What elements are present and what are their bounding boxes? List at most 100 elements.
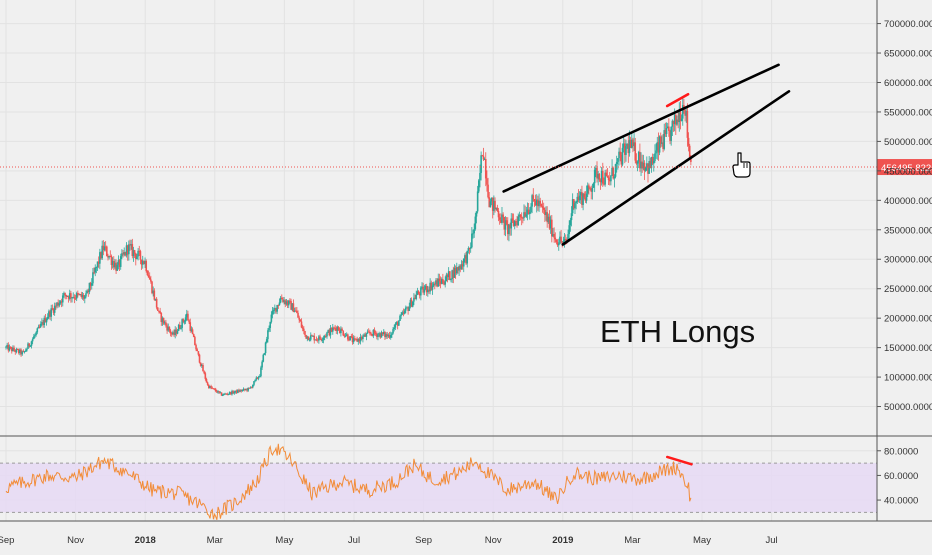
candle-body bbox=[115, 262, 117, 271]
candle-body bbox=[176, 330, 179, 334]
candle-body bbox=[579, 192, 582, 196]
candle-body bbox=[95, 267, 98, 269]
candle-body bbox=[177, 324, 180, 331]
candle-body bbox=[241, 389, 244, 392]
candle-body bbox=[408, 306, 411, 311]
candle-body bbox=[124, 252, 127, 256]
candle-body bbox=[392, 329, 394, 334]
candle-body bbox=[615, 161, 618, 165]
candle-body bbox=[644, 167, 647, 171]
candle-body bbox=[422, 286, 424, 293]
candle-body bbox=[519, 214, 522, 218]
candle-body bbox=[204, 373, 207, 379]
candle-body bbox=[325, 335, 327, 337]
candle-body bbox=[137, 250, 139, 257]
candle-body bbox=[348, 339, 350, 341]
candle-body bbox=[613, 176, 616, 179]
time-tick-label: May bbox=[693, 535, 711, 546]
candle-body bbox=[453, 267, 456, 278]
candle-body bbox=[328, 330, 331, 336]
candle-body bbox=[46, 316, 49, 320]
candle-body bbox=[161, 317, 164, 323]
candle-body bbox=[544, 209, 546, 215]
candle-body bbox=[384, 332, 386, 338]
candle-body bbox=[414, 297, 416, 300]
candle-body bbox=[381, 332, 384, 335]
candle-body bbox=[94, 267, 97, 273]
candle-body bbox=[36, 328, 39, 333]
candle-body bbox=[677, 119, 679, 123]
time-tick-label: Nov bbox=[485, 535, 502, 546]
candle-body bbox=[116, 264, 119, 271]
candle-body bbox=[338, 330, 341, 334]
candle-body bbox=[500, 219, 502, 223]
candle-body bbox=[205, 378, 208, 383]
candle-body bbox=[309, 335, 312, 340]
candle-body bbox=[298, 317, 300, 320]
candle-body bbox=[88, 282, 91, 293]
candle-body bbox=[327, 330, 329, 333]
candle-body bbox=[58, 303, 61, 306]
candle-body bbox=[128, 244, 130, 255]
candle-body bbox=[585, 193, 588, 201]
candle-body bbox=[80, 294, 83, 297]
candle-body bbox=[546, 212, 548, 223]
candle-body bbox=[182, 319, 185, 322]
candle-body bbox=[657, 142, 660, 153]
time-tick-label: Nov bbox=[67, 535, 84, 546]
candle-body bbox=[274, 307, 276, 310]
candle-body bbox=[181, 319, 183, 328]
candle-body bbox=[557, 243, 560, 246]
candle-body bbox=[139, 251, 142, 260]
candle-body bbox=[457, 267, 459, 271]
candle-body bbox=[364, 334, 367, 337]
candle-body bbox=[450, 279, 452, 281]
candle-body bbox=[9, 346, 12, 348]
candle-body bbox=[447, 271, 450, 278]
candle-body bbox=[433, 283, 436, 285]
candle-body bbox=[223, 393, 225, 395]
candle-body bbox=[248, 387, 251, 389]
candle-body bbox=[125, 245, 128, 256]
candle-body bbox=[162, 317, 165, 324]
wedge-lower-trendline bbox=[561, 90, 791, 246]
candle-body bbox=[262, 354, 265, 362]
candle-body bbox=[299, 319, 302, 322]
candle-body bbox=[106, 246, 108, 256]
candle-body bbox=[424, 286, 427, 290]
candle-body bbox=[608, 180, 611, 182]
candle-body bbox=[49, 311, 51, 317]
candle-body bbox=[413, 297, 415, 302]
candle-body bbox=[430, 282, 433, 290]
candle-body bbox=[121, 253, 123, 257]
candle-body bbox=[505, 220, 508, 224]
candle-body bbox=[435, 280, 437, 285]
candle-body bbox=[668, 126, 670, 131]
candle-body bbox=[374, 333, 377, 335]
candle-body bbox=[377, 334, 379, 337]
candle-body bbox=[444, 281, 447, 285]
price-tick-label: 600000.0000 bbox=[884, 78, 932, 89]
candle-body bbox=[131, 244, 134, 257]
candle-body bbox=[261, 361, 263, 368]
candle-body bbox=[358, 339, 361, 342]
candle-body bbox=[73, 297, 76, 299]
candle-body bbox=[678, 112, 681, 123]
candle-body bbox=[243, 388, 246, 390]
candle-body bbox=[43, 317, 46, 326]
candle-body bbox=[577, 196, 580, 201]
candle-body bbox=[136, 256, 138, 260]
candle-body bbox=[160, 313, 163, 323]
candle-body bbox=[545, 212, 547, 215]
candle-body bbox=[87, 290, 90, 293]
candle-body bbox=[664, 130, 667, 135]
candle-body bbox=[373, 329, 376, 334]
candle-body bbox=[650, 157, 653, 169]
candle-body bbox=[231, 391, 233, 395]
candle-body bbox=[138, 250, 141, 252]
candle-body bbox=[530, 206, 532, 213]
candle-body bbox=[542, 207, 545, 210]
candle-body bbox=[303, 328, 305, 332]
candle-body bbox=[344, 335, 347, 337]
